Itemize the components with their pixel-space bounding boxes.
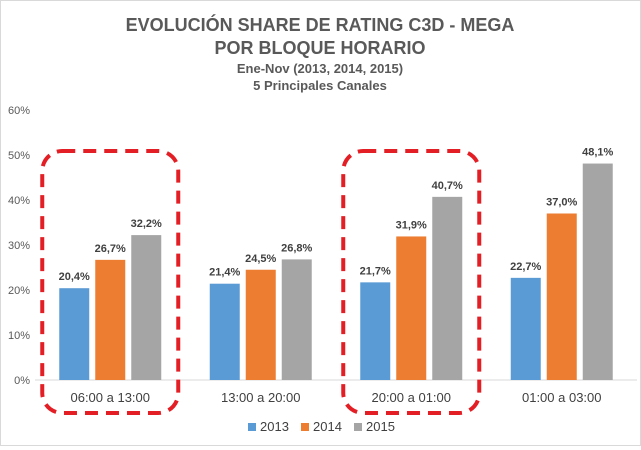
legend-label-2015: 2015 [366, 419, 395, 434]
bar-2015 [432, 196, 463, 380]
bar-2014 [396, 236, 427, 380]
x-category-label: 01:00 a 03:00 [522, 390, 602, 405]
legend-label-2013: 2013 [260, 419, 289, 434]
x-category-label: 20:00 a 01:00 [371, 390, 451, 405]
y-tick-label: 10% [8, 330, 30, 342]
highlight-box [40, 149, 181, 415]
data-label: 26,8% [281, 242, 312, 254]
legend-swatch-2013 [248, 423, 256, 431]
y-tick-label: 60% [8, 105, 30, 117]
bar-2013 [209, 283, 240, 380]
data-label: 21,7% [360, 265, 391, 277]
data-label: 37,0% [546, 197, 577, 209]
data-label: 21,4% [209, 267, 240, 279]
y-tick-label: 0% [14, 375, 30, 387]
legend-swatch-2014 [301, 423, 309, 431]
bar-2013 [510, 277, 541, 380]
data-label: 40,7% [432, 180, 463, 192]
bar-2015 [582, 163, 613, 380]
data-label: 20,4% [59, 271, 90, 283]
legend-label-2014: 2014 [313, 419, 342, 434]
data-label: 22,7% [510, 261, 541, 273]
bar-2014 [546, 213, 577, 380]
data-label: 31,9% [396, 219, 427, 231]
x-category-label: 06:00 a 13:00 [70, 390, 150, 405]
x-category-label: 13:00 a 20:00 [221, 390, 301, 405]
plot-area: 0% 10% 20% 30% 40% 50% 60% 20,4% 26,7% 32,2% 06:00… [8, 105, 637, 415]
highlight-box [341, 149, 482, 415]
bar-2015 [131, 235, 162, 380]
bar-2014 [245, 269, 276, 380]
data-label: 48,1% [582, 147, 613, 159]
y-tick-label: 50% [8, 150, 30, 162]
chart-subtitle: Ene-Nov (2013, 2014, 2015) [237, 61, 403, 76]
data-label: 24,5% [245, 253, 276, 265]
legend-swatch-2015 [354, 423, 362, 431]
bar-2014 [95, 259, 126, 380]
y-tick-label: 40% [8, 195, 30, 207]
chart-subtitle-2: 5 Principales Canales [253, 78, 387, 93]
bar-2015 [281, 259, 312, 380]
bar-2013 [360, 282, 391, 380]
data-label: 26,7% [95, 243, 126, 255]
data-label: 32,2% [131, 218, 162, 230]
legend: 2013 2014 2015 [248, 419, 395, 434]
y-tick-label: 20% [8, 285, 30, 297]
chart-title: EVOLUCIÓN SHARE DE RATING C3D - MEGA [126, 14, 515, 35]
bar-2013 [59, 288, 90, 380]
y-tick-label: 30% [8, 240, 30, 252]
chart-title-line2: POR BLOQUE HORARIO [214, 38, 425, 58]
